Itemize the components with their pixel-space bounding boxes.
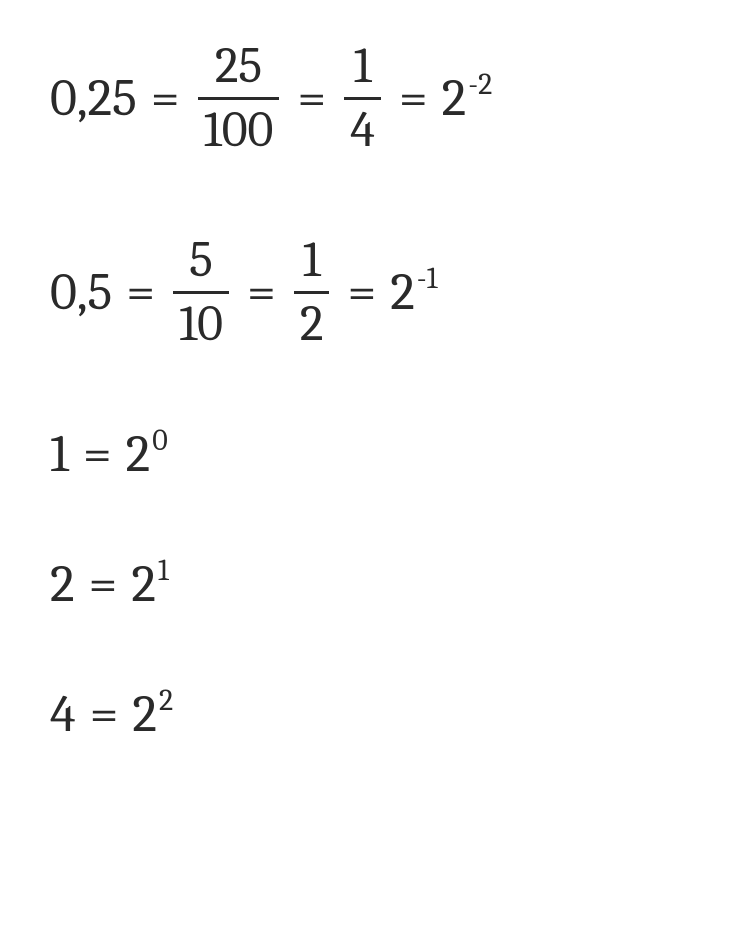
power-exponent: 0 xyxy=(152,426,168,456)
equation-line-3: 1 = 2 0 xyxy=(50,428,694,480)
fraction-bar xyxy=(294,291,330,294)
fraction-2: 1 4 xyxy=(344,40,381,156)
power-base: 2 xyxy=(390,266,415,318)
equals-sign: = xyxy=(126,266,155,318)
equals-sign: = xyxy=(151,72,180,124)
denominator: 100 xyxy=(198,104,280,157)
power-base: 2 xyxy=(126,428,151,480)
fraction-1: 25 100 xyxy=(198,40,280,156)
fraction-2: 1 2 xyxy=(294,234,330,350)
fraction-bar xyxy=(198,97,280,100)
equation-line-5: 4 = 2 2 xyxy=(50,688,694,740)
equation-line-2: 0,5 = 5 10 = 1 2 = 2 -1 xyxy=(50,234,694,350)
lhs: 4 xyxy=(50,688,76,740)
power-exponent: -1 xyxy=(417,264,438,294)
power-term: 2 -2 xyxy=(442,72,493,124)
equals-sign: = xyxy=(347,266,376,318)
power-term: 2 -1 xyxy=(390,266,437,318)
power-base: 2 xyxy=(442,72,467,124)
power-exponent: 2 xyxy=(159,686,173,716)
power-base: 2 xyxy=(132,688,157,740)
power-term: 2 2 xyxy=(132,688,173,740)
lhs: 0,5 xyxy=(50,266,112,318)
equation-line-1: 0,25 = 25 100 = 1 4 = 2 -2 xyxy=(50,40,694,156)
lhs: 0,25 xyxy=(50,72,137,124)
power-base: 2 xyxy=(131,558,156,610)
equals-sign: = xyxy=(297,72,326,124)
fraction-bar xyxy=(344,97,381,100)
equals-sign: = xyxy=(83,428,112,480)
lhs: 1 xyxy=(50,428,69,480)
equals-sign: = xyxy=(89,558,118,610)
numerator: 5 xyxy=(183,234,219,287)
numerator: 25 xyxy=(209,40,268,93)
lhs: 2 xyxy=(50,558,75,610)
power-exponent: 1 xyxy=(158,556,169,586)
denominator: 10 xyxy=(173,298,229,351)
equals-sign: = xyxy=(247,266,276,318)
power-exponent: -2 xyxy=(468,70,492,100)
equation-line-4: 2 = 2 1 xyxy=(50,558,694,610)
equals-sign: = xyxy=(399,72,428,124)
equals-sign: = xyxy=(90,688,119,740)
denominator: 4 xyxy=(344,104,381,157)
power-term: 2 0 xyxy=(126,428,168,480)
numerator: 1 xyxy=(347,40,377,93)
power-term: 2 1 xyxy=(131,558,168,610)
fraction-1: 5 10 xyxy=(173,234,229,350)
denominator: 2 xyxy=(294,298,330,351)
numerator: 1 xyxy=(297,234,327,287)
fraction-bar xyxy=(173,291,229,294)
